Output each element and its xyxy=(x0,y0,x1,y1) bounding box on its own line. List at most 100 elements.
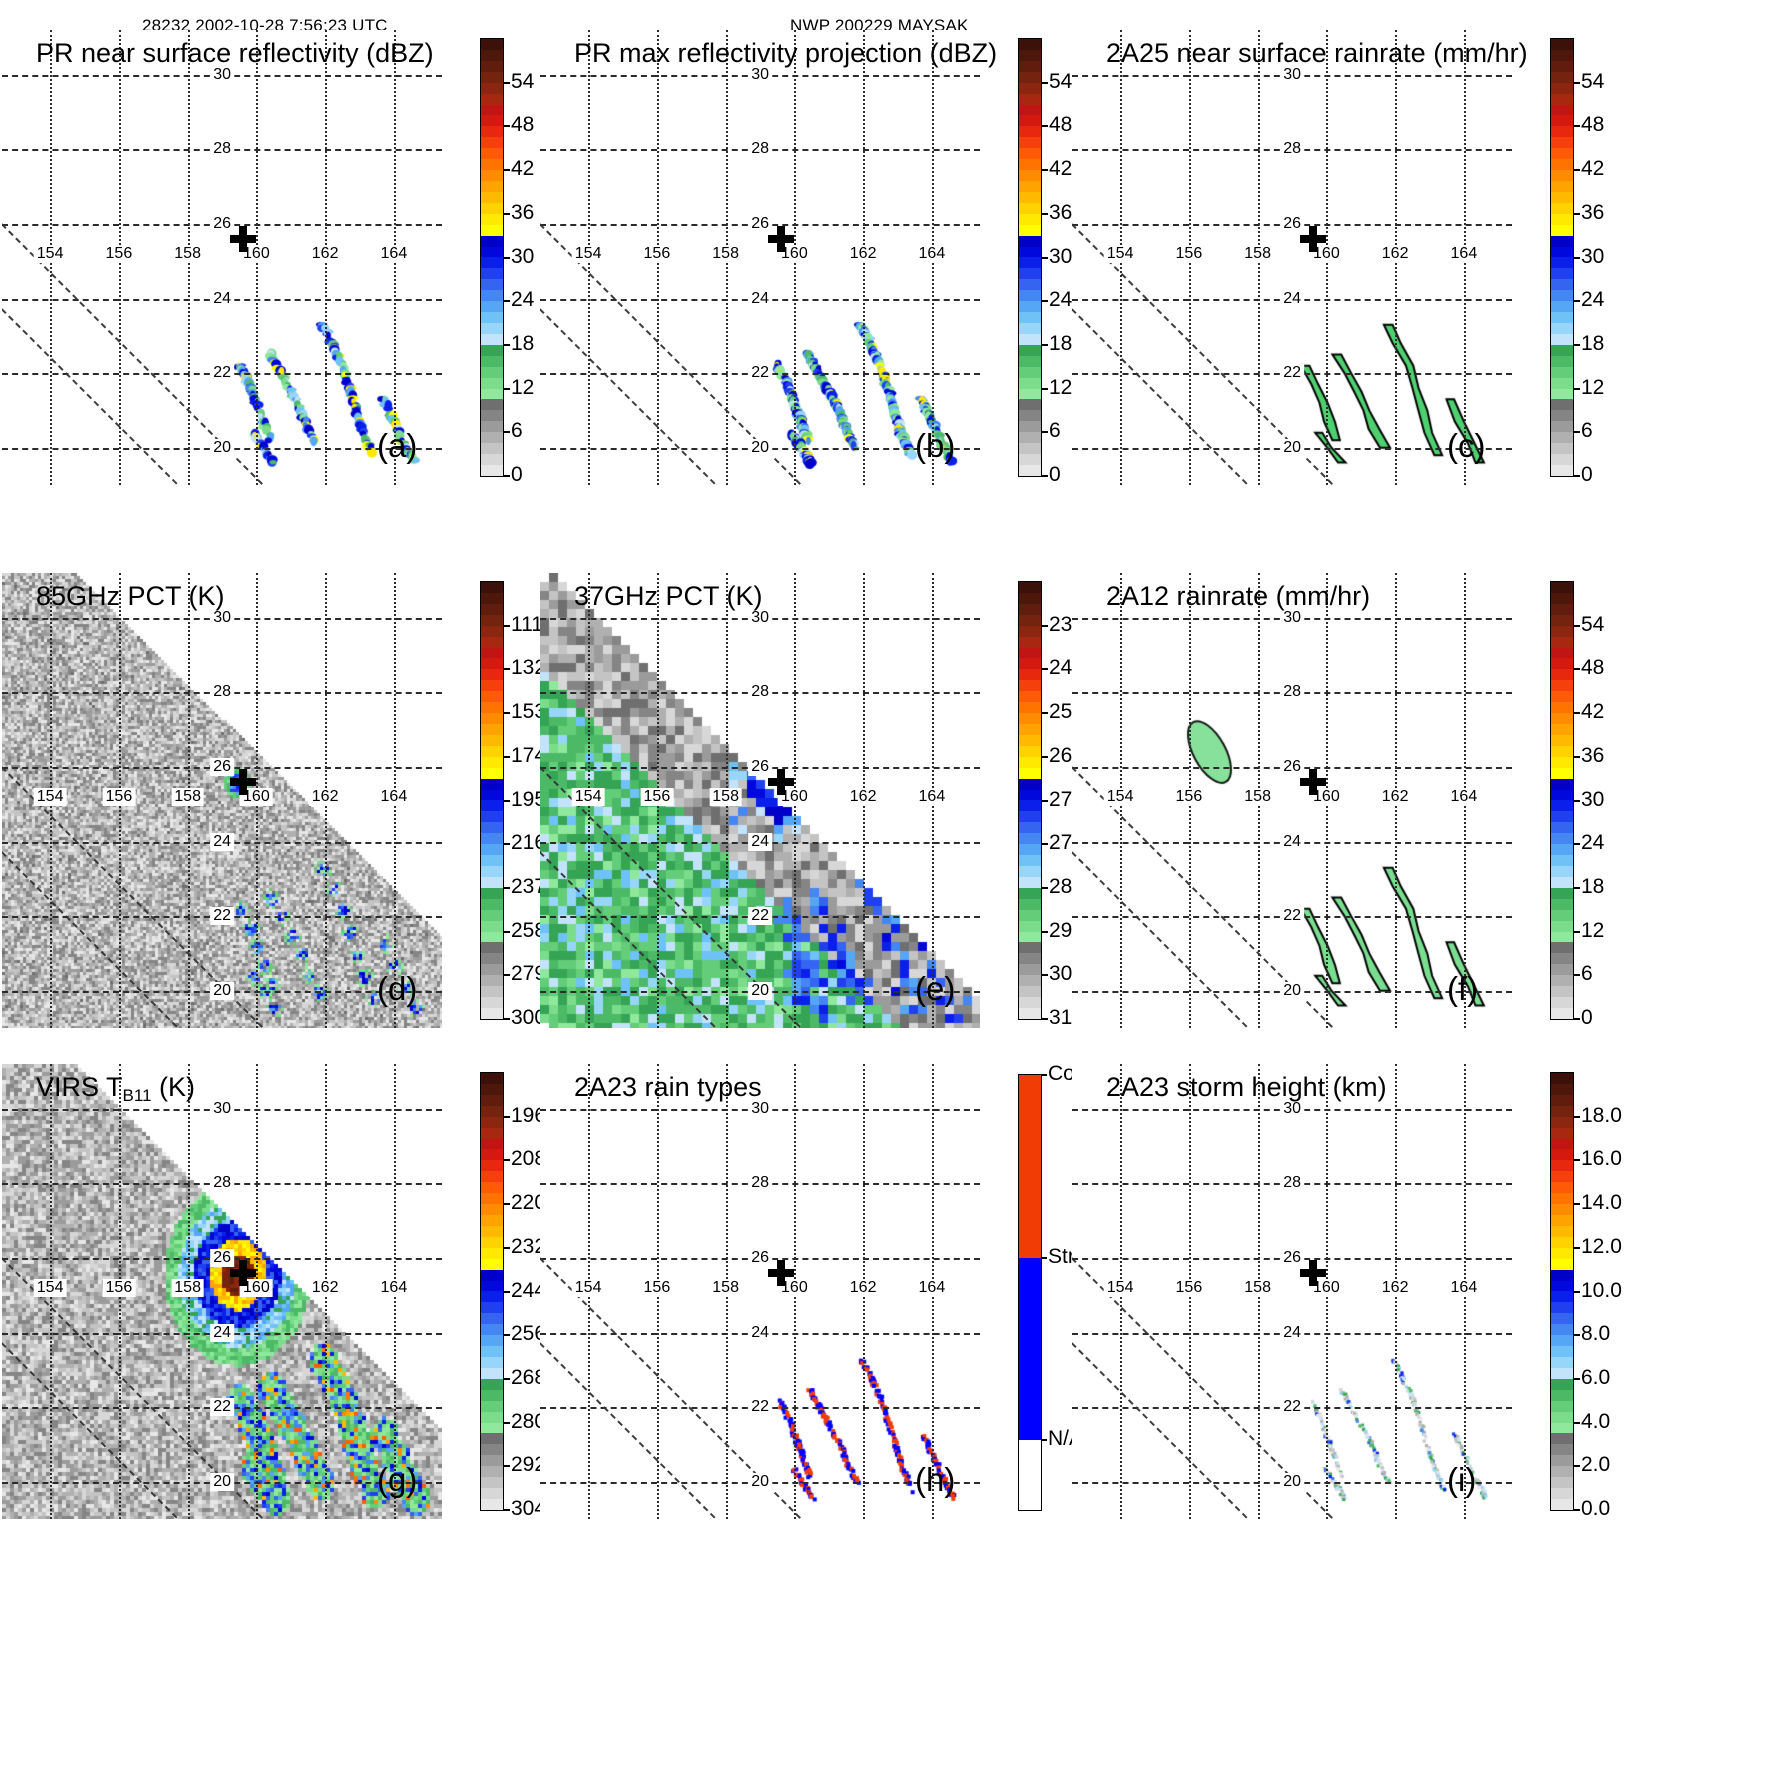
colorbar-tick xyxy=(1573,1115,1580,1118)
colorbar-segment xyxy=(481,887,503,899)
lat-tick-label: 30 xyxy=(748,1099,773,1118)
lat-tick-label: 20 xyxy=(1280,981,1305,1000)
colorbar-segment xyxy=(481,93,503,105)
colorbar-label: 8.0 xyxy=(1581,1322,1611,1346)
colorbar-segment xyxy=(481,246,503,258)
lon-tick-label: 164 xyxy=(1447,244,1481,263)
colorbar-tick xyxy=(1041,431,1048,434)
colorbar-label: 42 xyxy=(1049,157,1073,181)
colorbar-segment xyxy=(1551,1105,1573,1117)
lon-tick-label: 164 xyxy=(1447,1278,1481,1297)
lat-tick-label: 24 xyxy=(210,832,235,851)
lat-tick-label: 24 xyxy=(748,289,773,308)
lat-tick-label: 24 xyxy=(210,1323,235,1342)
colorbar-label: 195 xyxy=(511,787,547,811)
colorbar-tick xyxy=(503,1203,510,1206)
colorbar-tick xyxy=(503,1465,510,1468)
colorbar-segment xyxy=(1019,268,1041,280)
panel-e: 154 156 158 160 162 164 30 28 26 24 22 20 37GHz PCT … xyxy=(540,573,1130,1029)
colorbar-segment xyxy=(1019,246,1041,258)
colorbar-tick xyxy=(503,1159,510,1162)
colorbar-segment xyxy=(1019,1075,1041,1258)
panel-label-d: (d) xyxy=(377,970,418,1007)
colorbar-segment xyxy=(1551,1171,1573,1183)
colorbar-tick xyxy=(1041,300,1048,303)
lon-tick-label: 158 xyxy=(709,1278,742,1297)
lat-tick-label: 22 xyxy=(1280,1398,1305,1417)
storm-center-marker xyxy=(767,768,794,795)
colorbar-tick xyxy=(503,431,510,434)
colorbar-tick xyxy=(503,668,510,671)
colorbar-segment xyxy=(1019,410,1041,422)
panel-title-a: PR near surface reflectivity (dBZ) xyxy=(36,38,434,68)
panel-label-c: (c) xyxy=(1447,427,1486,464)
lat-tick-label: 20 xyxy=(748,981,773,1000)
colorbar-segment xyxy=(481,942,503,954)
colorbar-segment xyxy=(1551,170,1573,181)
colorbar-segment xyxy=(481,1171,503,1183)
colorbar-segment xyxy=(1019,443,1041,455)
colorbar-segment xyxy=(481,399,503,411)
colorbar-segment xyxy=(481,432,503,444)
lat-tick-label: 28 xyxy=(210,1174,235,1193)
lat-tick-label: 26 xyxy=(1280,1248,1305,1267)
lon-tick-label: 160 xyxy=(240,787,273,806)
colorbar-segment xyxy=(1551,1193,1573,1205)
colorbar-segment xyxy=(1019,734,1041,746)
colorbar-segment xyxy=(481,723,503,735)
colorbar-segment xyxy=(1019,432,1041,444)
colorbar-segment xyxy=(481,464,503,476)
colorbar-tick xyxy=(1573,1334,1580,1337)
panel-label-g: (g) xyxy=(377,1461,418,1498)
lon-tick-label: 158 xyxy=(171,1278,204,1297)
colorbar-label: 48 xyxy=(1581,656,1605,680)
colorbar-tick xyxy=(503,974,510,977)
colorbar-segment xyxy=(1551,388,1573,400)
colorbar-segment xyxy=(1019,1257,1041,1441)
colorbar-segment xyxy=(481,931,503,943)
colorbar-segment xyxy=(1019,312,1041,323)
colorbar-segment xyxy=(481,1488,503,1499)
colorbar-segment xyxy=(1019,191,1041,203)
colorbar-segment xyxy=(1019,126,1041,138)
lat-tick-label: 24 xyxy=(748,832,773,851)
lon-tick-label: 162 xyxy=(1378,244,1412,263)
colorbar-segment xyxy=(1551,811,1573,823)
colorbar-segment xyxy=(1019,137,1041,149)
lon-tick-label: 160 xyxy=(778,1278,811,1297)
colorbar-segment xyxy=(1551,257,1573,269)
colorbar-segment xyxy=(481,322,503,334)
colorbar-tick xyxy=(1573,1159,1580,1162)
colorbar-tick xyxy=(503,843,510,846)
colorbar-tick xyxy=(1573,1465,1580,1468)
colorbar-tick xyxy=(503,1377,510,1380)
colorbar-tick xyxy=(503,1421,510,1424)
colorbar-segment xyxy=(1551,454,1573,465)
colorbar-segment xyxy=(481,344,503,356)
colorbar-segment xyxy=(1019,224,1041,236)
colorbar-segment xyxy=(481,582,503,593)
colorbar-segment xyxy=(481,235,503,247)
colorbar-tick xyxy=(503,1290,510,1293)
colorbar-segment xyxy=(481,202,503,214)
colorbar-segment xyxy=(1019,614,1041,626)
colorbar-segment xyxy=(1019,691,1041,703)
colorbar-label: 36 xyxy=(1581,200,1605,224)
colorbar-label: 6 xyxy=(1581,962,1593,986)
colorbar-segment xyxy=(481,1335,503,1347)
colorbar-segment xyxy=(481,800,503,812)
colorbar-segment xyxy=(1551,1444,1573,1456)
colorbar-segment xyxy=(481,115,503,127)
colorbar-segment xyxy=(481,82,503,94)
map-area-e: 154 156 158 160 162 164 30 28 26 24 22 20 xyxy=(540,573,980,1028)
colorbar-segment xyxy=(481,333,503,345)
panel-title-h: 2A23 rain types xyxy=(574,1072,762,1102)
colorbar-segment xyxy=(1551,1411,1573,1423)
colorbar-segment xyxy=(1551,246,1573,258)
colorbar-segment xyxy=(481,388,503,400)
colorbar-segment xyxy=(1551,82,1573,94)
lat-tick-label: 26 xyxy=(210,757,235,776)
colorbar-label: 208 xyxy=(511,1147,547,1171)
colorbar-segment xyxy=(1551,1225,1573,1237)
colorbar-label: 300 xyxy=(511,1006,547,1029)
